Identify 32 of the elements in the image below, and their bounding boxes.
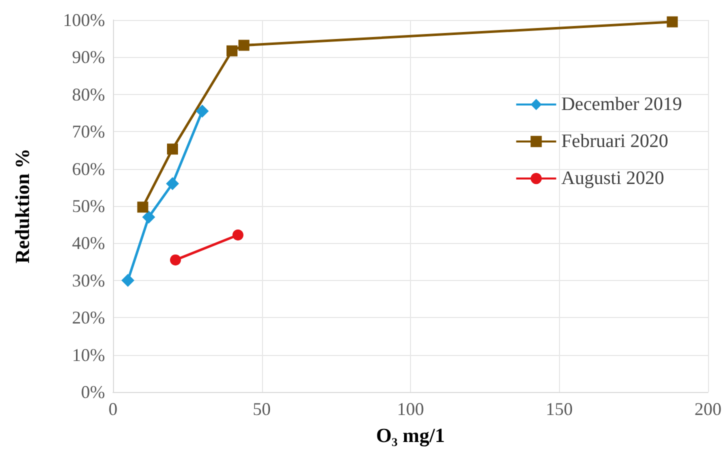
point (170, 254, 181, 266)
y-axis-title: Reduktion % (12, 148, 34, 264)
point (137, 202, 148, 213)
y-tick-label: 30% (72, 270, 105, 290)
y-tick-label: 90% (72, 47, 105, 68)
x-tick-label: 0 (108, 399, 118, 419)
legend-label: December 2019 (561, 94, 682, 115)
y-tick-label: 70% (72, 122, 105, 142)
x-tick-label: 100 (397, 399, 424, 419)
point (666, 16, 678, 28)
point (238, 40, 250, 51)
legend-label: Februari 2020 (561, 131, 668, 152)
y-tick-label: 10% (72, 344, 105, 365)
point (167, 144, 178, 155)
y-tick-label: 20% (72, 308, 105, 328)
y-tick-label: 0% (81, 382, 105, 402)
legend-label: Augusti 2020 (561, 168, 664, 189)
point (196, 104, 209, 118)
y-tick-label: 80% (72, 84, 105, 104)
point (142, 210, 156, 224)
y-tick-label: 50% (72, 196, 105, 216)
x-tick-label: 200 (694, 399, 722, 419)
x-tick-label: 50 (252, 399, 271, 419)
y-tick-label: 40% (72, 233, 105, 254)
point (166, 177, 179, 190)
x-tick-label: 150 (546, 399, 573, 419)
y-tick-label: 60% (72, 158, 105, 179)
point (232, 230, 244, 241)
point (226, 45, 238, 56)
y-tick-label: 100% (63, 10, 105, 30)
point (121, 274, 134, 287)
x-axis-title: O₃ mg/1 (376, 425, 445, 447)
